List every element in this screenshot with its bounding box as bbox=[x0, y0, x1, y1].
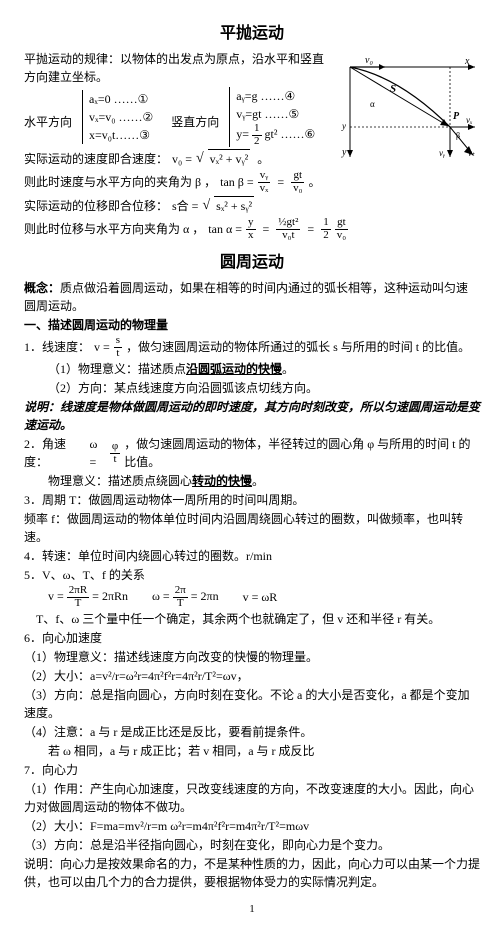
v-eq1: aᵧ=g ……④ bbox=[236, 87, 315, 105]
equations-row: 水平方向 aₓ=0 ……① vₓ=v₀ ……② x=v₀t……③ 竖直方向 aᵧ… bbox=[24, 87, 334, 147]
svg-text:y: y bbox=[341, 147, 347, 158]
item7: 7．向心力 bbox=[24, 761, 480, 779]
subheading: 一、描述圆周运动的物理量 bbox=[24, 316, 480, 334]
svg-text:v₀: v₀ bbox=[365, 55, 373, 66]
h-label: 水平方向 bbox=[24, 115, 72, 129]
alpha-line: 则此时位移与水平方向夹角为 α ， tan α = yx = ½gt²v₀t =… bbox=[24, 217, 480, 241]
h-eq2: vₓ=v₀ ……② bbox=[89, 108, 153, 126]
disp-line: 实际运动的位移即合位移： s合 = √sₓ² + sᵧ² bbox=[24, 195, 480, 216]
concept-line: 概念：质点做沿着圆周运动，如果在相等的时间内通过的弧长相等，这种运动叫匀速圆周运… bbox=[24, 279, 480, 315]
h-eq1: aₓ=0 ……① bbox=[89, 90, 153, 108]
svg-text:vₜ: vₜ bbox=[468, 148, 475, 158]
item7-1: （1）作用：产生向心加速度，只改变线速度的方向，不改变速度的大小。因此，向心力对… bbox=[24, 780, 480, 816]
item2-1: 物理意义：描述质点绕圆心转动的快慢。 bbox=[24, 472, 480, 490]
svg-text:y: y bbox=[341, 121, 346, 131]
svg-text:β: β bbox=[456, 131, 460, 140]
item7-note: 说明：向心力是按效果命名的力，不是某种性质的力，因此，向心力可以由某一个力提供，… bbox=[24, 855, 480, 891]
v-label: 竖直方向 bbox=[171, 115, 219, 129]
svg-text:S: S bbox=[390, 83, 396, 95]
item7-2: （2）大小：F=ma=mv²/r=m ω²r=m4π²f²r=m4π²r/T²=… bbox=[24, 817, 480, 835]
page-number: 1 bbox=[24, 901, 480, 918]
item6-2: （2）大小：a=v²/r=ω²r=4π²f²r=4π²r/T²=ωv， bbox=[24, 667, 480, 685]
item1-1: （1）物理意义：描述质点沿圆弧运动的快慢。 bbox=[24, 360, 480, 378]
item6-3: （3）方向：总是指向圆心，方向时刻在变化。不论 a 的大小是否变化，a 都是个变… bbox=[24, 686, 480, 722]
item6: 6．向心加速度 bbox=[24, 629, 480, 647]
item3: 3．周期 T：做圆周运动物体一周所用的时间叫周期。 bbox=[24, 491, 480, 509]
section1-title: 平抛运动 bbox=[24, 22, 480, 46]
svg-text:P: P bbox=[453, 111, 460, 122]
item6-4: （4）注意：a 与 r 是成正比还是反比，要看前提条件。 bbox=[24, 723, 480, 741]
item1-note: 说明：线速度是物体做圆周运动的即时速度，其方向时刻改变，所以匀速圆周运动是变速运… bbox=[24, 398, 480, 434]
section2-title: 圆周运动 bbox=[24, 251, 480, 275]
beta-line: 则此时速度与水平方向的夹角为 β ， tan β = vᵧvₓ = gtv₀。 bbox=[24, 170, 480, 194]
velocity-line: 实际运动的速度即合速度： v₀ = √vₓ² + vᵧ² 。 bbox=[24, 148, 334, 169]
svg-text:α: α bbox=[370, 99, 375, 109]
v-eq3: y= 12 gt² ……⑥ bbox=[236, 123, 315, 147]
h-eq3: x=v₀t……③ bbox=[89, 126, 153, 144]
svg-text:x: x bbox=[464, 56, 470, 67]
item6-1: （1）物理意义：描述线速度方向改变的快慢的物理量。 bbox=[24, 648, 480, 666]
item1-2: （2）方向：某点线速度方向沿圆弧该点切线方向。 bbox=[24, 379, 480, 397]
item1: 1．线速度： v = st ，做匀速圆周运动的物体所通过的弧长 s 与所用的时间… bbox=[24, 335, 480, 359]
item5-note: T、f、ω 三个量中任一个确定，其余两个也就确定了，但 v 还和半径 r 有关。 bbox=[24, 610, 480, 628]
item7-3: （3）方向：总是沿半径指向圆心，时刻在变化，即向心力是个变力。 bbox=[24, 836, 480, 854]
item5-eq: v = 2πRT = 2πRn ω = 2πT = 2πn v = ωR bbox=[24, 585, 480, 609]
item2: 2．角速度： ω = φt ，做匀速圆周运动的物体，半径转过的圆心角 φ 与所用… bbox=[24, 435, 480, 471]
trajectory-diagram: v₀ x y S α P vₓ vᵧ vₜ β y bbox=[340, 52, 480, 162]
svg-text:vᵧ: vᵧ bbox=[439, 148, 445, 158]
item4: 4．转速：单位时间内绕圆心转过的圈数。r/min bbox=[24, 547, 480, 565]
v-eq2: vᵧ=gt ……⑤ bbox=[236, 105, 315, 123]
item5: 5．V、ω、T、f 的关系 bbox=[24, 566, 480, 584]
item6-4b: 若 ω 相同，a 与 r 成正比；若 v 相同，a 与 r 成反比 bbox=[24, 742, 480, 760]
svg-text:vₓ: vₓ bbox=[466, 115, 473, 125]
item3b: 频率 f：做圆周运动的物体单位时间内沿圆周绕圆心转过的圈数，叫做频率，也叫转速。 bbox=[24, 510, 480, 546]
